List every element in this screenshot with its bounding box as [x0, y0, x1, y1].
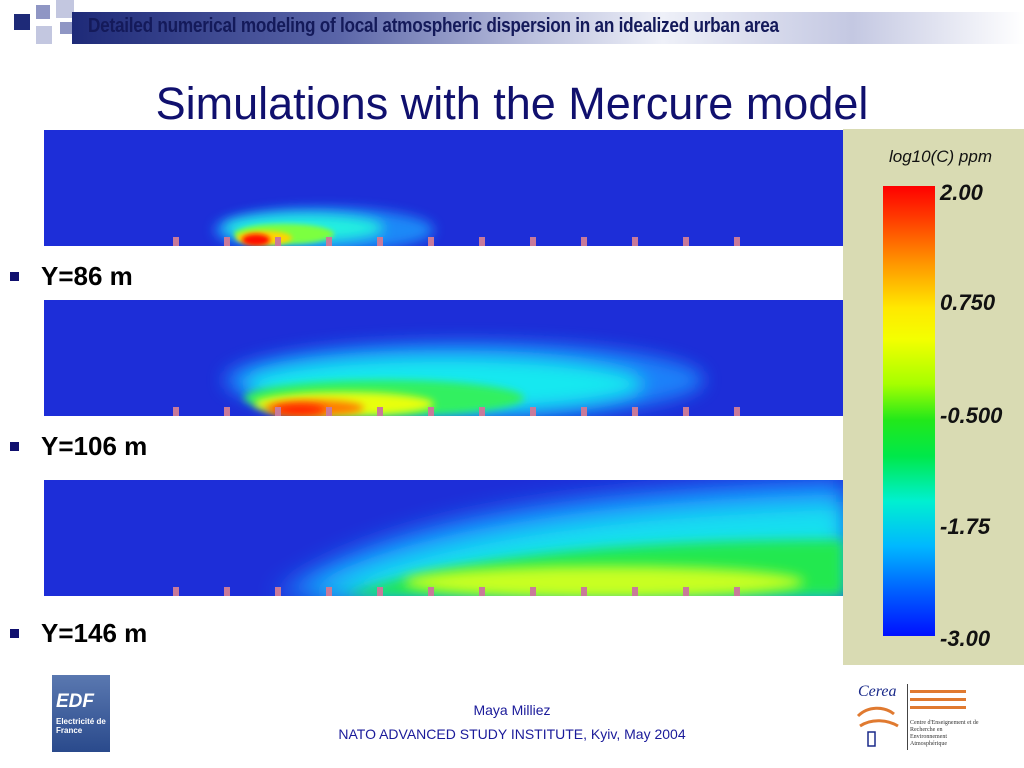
slide-title: Simulations with the Mercure model — [155, 78, 869, 129]
cerea-divider — [907, 684, 908, 750]
colorbar-tick-label: 0.750 — [940, 290, 996, 315]
simulation-panel-3 — [44, 480, 844, 596]
corner-square-1 — [14, 14, 30, 30]
corner-square-5 — [60, 22, 72, 34]
building-marker — [683, 587, 689, 596]
footer-author: Maya Milliez — [473, 702, 551, 718]
building-marker — [173, 587, 179, 596]
building-marker — [479, 587, 485, 596]
edf-logo: EDF Electricité de France — [52, 675, 110, 752]
building-marker — [377, 407, 383, 416]
building-marker — [683, 237, 689, 246]
bullet-label: Y=106 m — [41, 430, 148, 461]
edf-logo-name: EDF — [56, 691, 94, 712]
building-marker — [377, 587, 383, 596]
building-marker — [632, 407, 638, 416]
cerea-logo-description: Centre d'Enseignement et de Recherche en… — [910, 720, 979, 747]
simulation-panel-2 — [44, 300, 844, 416]
corner-square-3 — [56, 0, 74, 18]
colorbar-legend: log10(C) ppm 2.00 0.750 -0.500 -1.75 -3.… — [843, 129, 1024, 665]
building-marker — [479, 407, 485, 416]
building-marker — [428, 237, 434, 246]
bullet-item-1: Y=86 m — [10, 261, 133, 291]
plume-plot-2 — [173, 342, 740, 416]
cerea-emblem-icon — [856, 706, 899, 747]
bullet-label: Y=86 m — [41, 260, 133, 291]
building-marker — [326, 587, 332, 596]
building-marker — [581, 587, 587, 596]
bullet-square-icon — [10, 271, 19, 281]
building-marker — [275, 407, 281, 416]
building-marker — [224, 237, 230, 246]
building-marker — [173, 407, 179, 416]
colorbar-tick-label: -3.00 — [940, 626, 991, 651]
building-marker — [530, 237, 536, 246]
building-marker — [326, 237, 332, 246]
edf-logo-subtitle: Electricité de France — [56, 717, 106, 735]
bullet-square-icon — [10, 628, 19, 638]
buildings-row-2 — [173, 407, 740, 416]
building-marker — [275, 587, 281, 596]
colorbar-tick-label: 2.00 — [940, 180, 983, 205]
building-marker — [632, 237, 638, 246]
building-marker — [581, 237, 587, 246]
building-marker — [581, 407, 587, 416]
bullet-square-icon — [10, 441, 19, 451]
building-marker — [428, 587, 434, 596]
plume-plot-1 — [173, 208, 740, 246]
building-marker — [173, 237, 179, 246]
bullet-item-2: Y=106 m — [10, 431, 147, 461]
colorbar-tick-label: -1.75 — [940, 514, 991, 539]
header-banner — [72, 12, 1024, 44]
simulation-panel-1 — [44, 130, 844, 246]
building-marker — [224, 407, 230, 416]
cerea-logo: Cerea Centre d'Enseignement et de Recher… — [850, 680, 980, 755]
building-marker — [530, 407, 536, 416]
building-marker — [530, 587, 536, 596]
building-marker — [734, 407, 740, 416]
building-marker — [632, 587, 638, 596]
buildings-row-1 — [173, 237, 740, 246]
building-marker — [683, 407, 689, 416]
corner-square-4 — [36, 26, 52, 44]
building-marker — [377, 237, 383, 246]
footer-event: NATO ADVANCED STUDY INSTITUTE, Kyiv, May… — [338, 726, 686, 742]
cerea-stripes-icon — [910, 690, 966, 709]
banner-title: Detailed numerical modeling of local atm… — [88, 15, 779, 37]
building-marker — [479, 237, 485, 246]
bullet-label: Y=146 m — [41, 617, 148, 648]
building-marker — [275, 237, 281, 246]
corner-square-2 — [36, 5, 50, 19]
building-marker — [734, 587, 740, 596]
colorbar-title: log10(C) ppm — [889, 147, 992, 166]
cerea-logo-name: Cerea — [858, 683, 897, 700]
colorbar-tick-label: -0.500 — [940, 403, 1003, 428]
building-marker — [428, 407, 434, 416]
plume-plot-3 — [173, 480, 844, 596]
bullet-item-3: Y=146 m — [10, 618, 147, 648]
colorbar-gradient — [883, 186, 935, 636]
building-marker — [734, 237, 740, 246]
building-marker — [224, 587, 230, 596]
buildings-row-3 — [173, 587, 740, 596]
building-marker — [326, 407, 332, 416]
